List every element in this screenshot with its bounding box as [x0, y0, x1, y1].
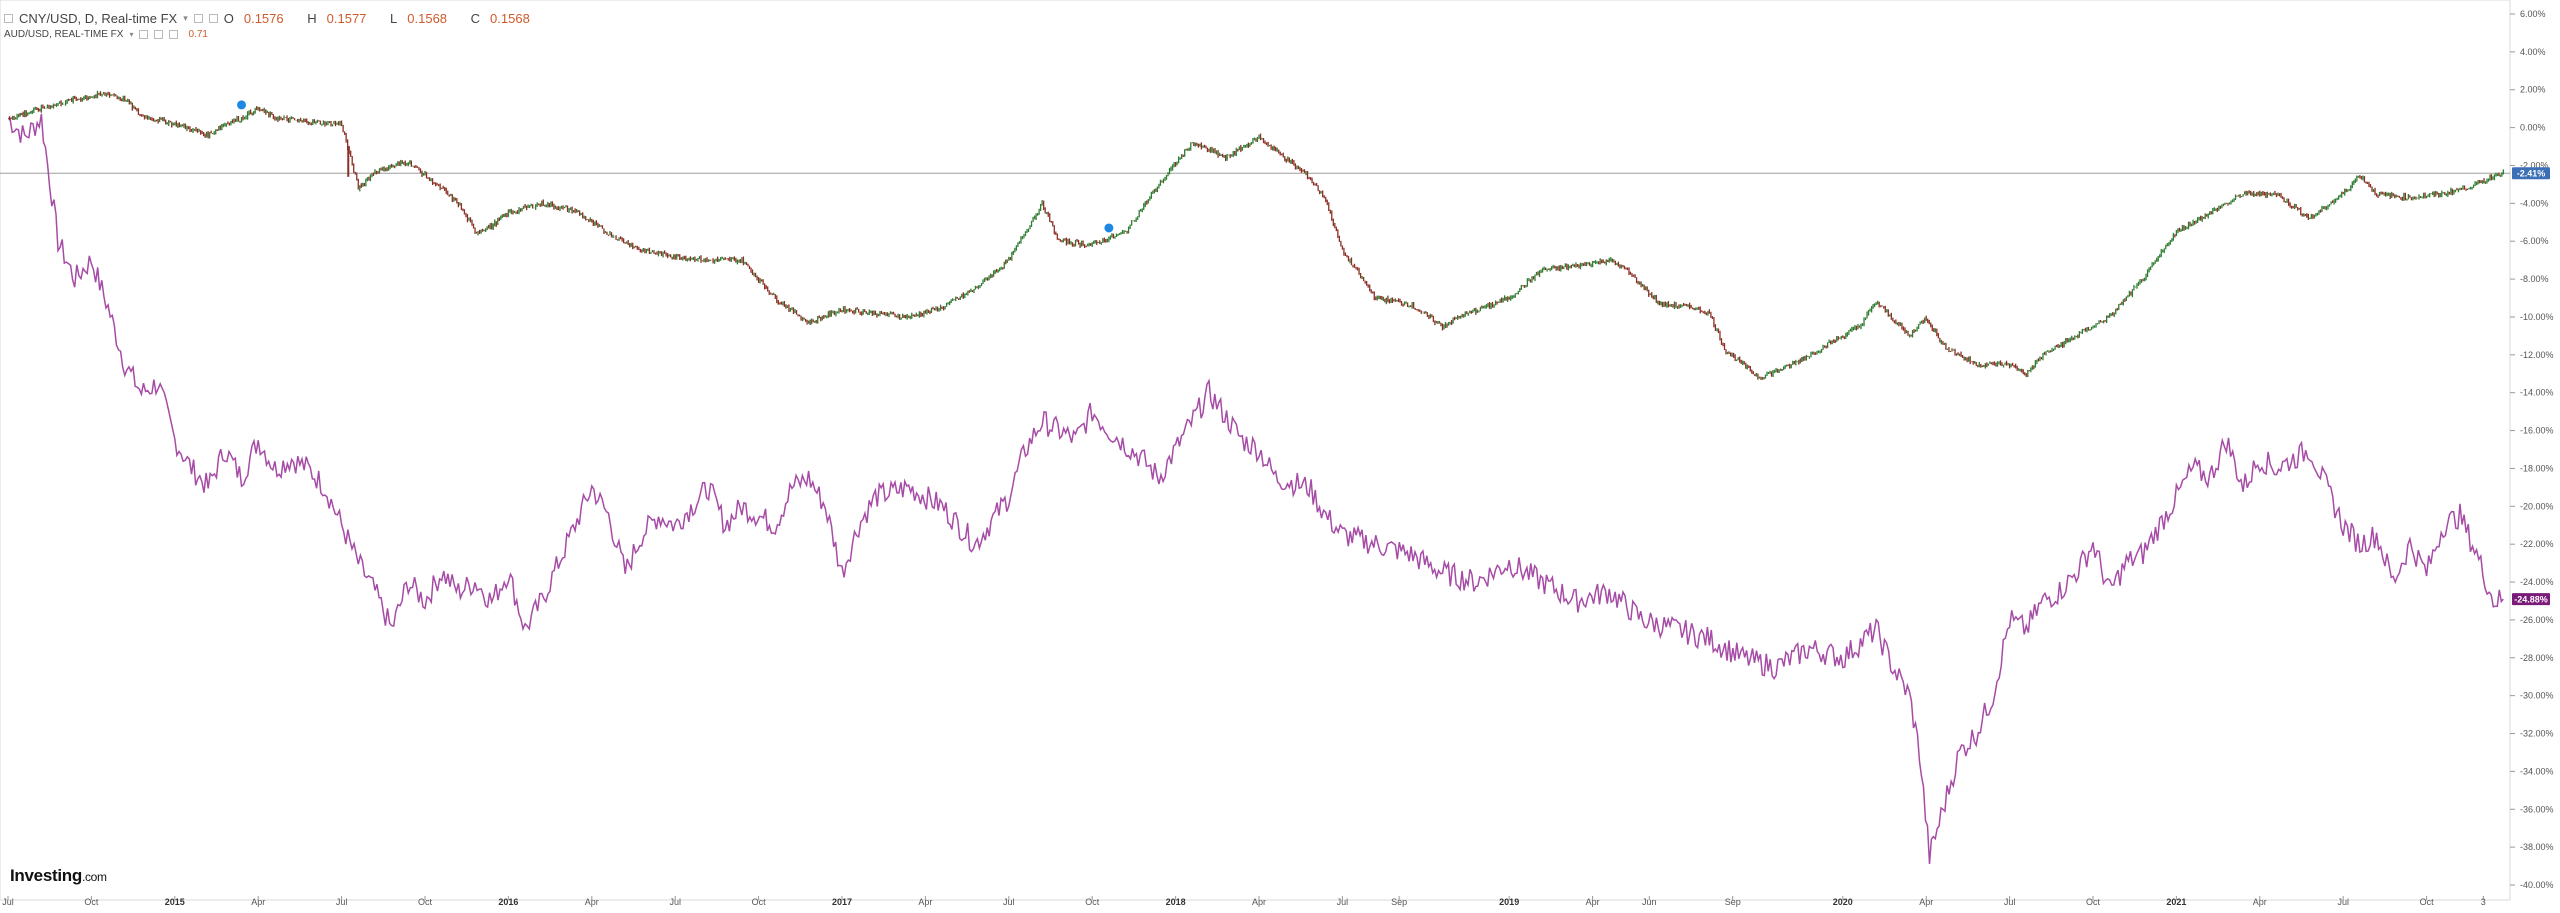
chevron-down-icon[interactable]: ▾ [183, 13, 188, 23]
event-markers[interactable] [236, 99, 1115, 234]
y-tick-label: -22.00% [2520, 539, 2554, 549]
y-tick-label: 6.00% [2520, 9, 2546, 19]
y-tick-label: -30.00% [2520, 691, 2554, 701]
x-tick-label: 3 [2481, 897, 2486, 907]
x-tick-label: Apr [251, 897, 265, 907]
close-box-icon[interactable] [208, 14, 218, 23]
y-tick-label: 4.00% [2520, 47, 2546, 57]
aud-last-value-badge: -24.88% [2514, 595, 2548, 605]
chart-grid [0, 0, 2511, 901]
y-tick-label: -32.00% [2520, 729, 2554, 739]
x-tick-label: Jul [2337, 897, 2349, 907]
series-title: CNY/USD, D, Real-time FX [19, 11, 178, 26]
x-tick-label: 2015 [165, 897, 185, 907]
series2-value: 0.71 [188, 28, 208, 40]
close-value: 0.1568 [490, 11, 530, 26]
cny-last-value-badge-bg [2512, 167, 2550, 180]
aud-usd-series [7, 113, 2504, 865]
y-tick-label: 0.00% [2520, 123, 2546, 133]
event-marker-icon [1103, 222, 1115, 234]
x-tick-label: Jul [1337, 897, 1349, 907]
y-tick-label: -18.00% [2520, 463, 2554, 473]
legend-row-aud[interactable]: AUD/USD, REAL-TIME FX ▾ 0.71 [4, 27, 550, 41]
last-value-badges: -2.41% -24.88% [2512, 167, 2550, 606]
y-tick-label: -16.00% [2520, 426, 2554, 436]
x-tick-label: Jul [669, 897, 681, 907]
x-tick-label: Jul [2, 897, 14, 907]
x-tick-label: Oct [418, 897, 433, 907]
x-tick-label: 2017 [832, 897, 852, 907]
settings-box-icon[interactable] [193, 14, 203, 23]
y-tick-label: -20.00% [2520, 501, 2554, 511]
y-tick-label: -2.00% [2520, 160, 2549, 170]
y-tick-label: -24.00% [2520, 577, 2554, 587]
event-marker-icon [236, 99, 248, 111]
high-value: 0.1577 [326, 11, 367, 26]
investing-logo: Investing.com [10, 866, 107, 885]
x-tick-label: Oct [2086, 897, 2101, 907]
y-tick-label: -28.00% [2520, 653, 2554, 663]
x-tick-label: 2019 [1499, 897, 1519, 907]
x-tick-label: Jul [2004, 897, 2016, 907]
y-tick-label: -36.00% [2520, 804, 2554, 814]
y-tick-label: -40.00% [2520, 880, 2554, 890]
x-tick-label: Oct [752, 897, 767, 907]
y-tick-label: -12.00% [2520, 350, 2554, 360]
eye-box-icon[interactable] [139, 29, 149, 39]
x-tick-label: 2020 [1833, 897, 1853, 907]
y-tick-label: -4.00% [2520, 198, 2549, 208]
x-tick-label: Oct [1085, 897, 1100, 907]
aud-last-value-badge-bg [2512, 593, 2550, 606]
x-tick-label: Apr [585, 897, 599, 907]
x-tick-label: 2021 [2166, 897, 2186, 907]
y-tick-label: -6.00% [2520, 236, 2549, 246]
x-tick-label: Jul [336, 897, 348, 907]
x-tick-label: Jun [1642, 897, 1657, 907]
ohlc-values: O 0.1576 H 0.1577 L 0.1568 C 0.1568 [223, 11, 530, 26]
series2-title: AUD/USD, REAL-TIME FX [4, 28, 124, 40]
y-tick-label: -10.00% [2520, 312, 2554, 322]
x-tick-label: Jul [1003, 897, 1015, 907]
x-tick-label: Sep [1725, 897, 1741, 907]
legend-row-cny[interactable]: CNY/USD, D, Real-time FX ▾ O 0.1576 H 0.15… [4, 10, 550, 27]
x-tick-label: Oct [84, 897, 99, 907]
plot-frame [0, 0, 2511, 901]
x-tick-label: Apr [1252, 897, 1266, 907]
cny-last-value-badge: -2.41% [2517, 169, 2546, 179]
x-tick-label: 2018 [1166, 897, 1186, 907]
y-tick-label: 2.00% [2520, 85, 2546, 95]
x-tick-label: Apr [1586, 897, 1600, 907]
aud-usd-line [7, 113, 2504, 865]
chart-legend: CNY/USD, D, Real-time FX ▾ O 0.1576 H 0.15… [4, 10, 550, 41]
y-tick-label: -8.00% [2520, 274, 2549, 284]
x-tick-label: Oct [2420, 897, 2435, 907]
x-tick-label: Apr [2253, 897, 2267, 907]
settings-box-icon[interactable] [154, 29, 164, 39]
y-tick-label: -26.00% [2520, 615, 2554, 625]
x-tick-label: Apr [918, 897, 932, 907]
y-tick-label: -38.00% [2520, 842, 2554, 852]
collapse-icon[interactable] [4, 14, 13, 23]
x-tick-label: 2016 [498, 897, 518, 907]
low-value: 0.1568 [407, 11, 448, 26]
x-tick-label: Sep [1391, 897, 1407, 907]
x-axis[interactable]: Jul Oct 2015 Apr Jul Oct 2016 Apr Jul Oct 2017 Apr J… [2, 896, 2486, 907]
y-axis[interactable]: 6.00% 4.00% 2.00% 0.00% -2.00% -4.00% -6.00% -8… [2510, 9, 2554, 890]
close-box-icon[interactable] [169, 29, 179, 39]
y-tick-label: -14.00% [2520, 388, 2554, 398]
open-value: 0.1576 [243, 11, 284, 26]
cny-usd-series [8, 90, 2504, 380]
x-tick-label: Apr [1919, 897, 1933, 907]
chevron-down-icon[interactable]: ▾ [129, 29, 134, 39]
y-tick-label: -34.00% [2520, 766, 2554, 776]
